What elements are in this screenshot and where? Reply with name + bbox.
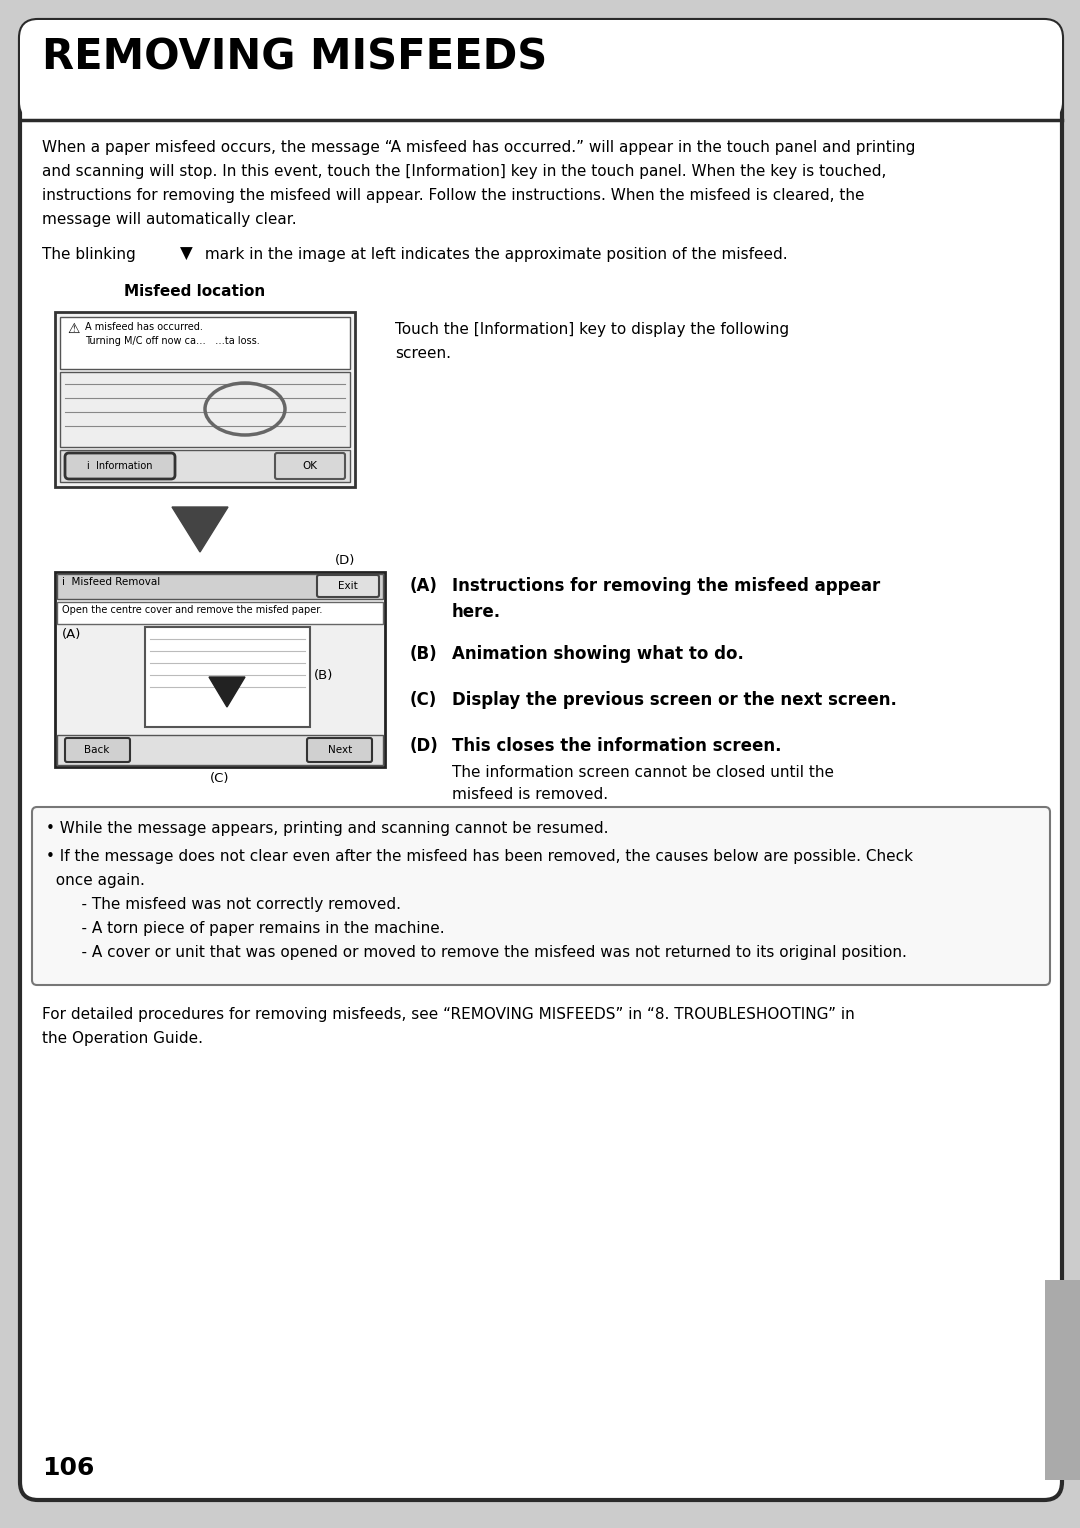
Text: here.: here. — [453, 604, 501, 620]
Text: (C): (C) — [410, 691, 437, 709]
FancyBboxPatch shape — [60, 451, 350, 481]
FancyBboxPatch shape — [275, 452, 345, 478]
Text: i  Misfeed Removal: i Misfeed Removal — [62, 578, 160, 587]
Text: screen.: screen. — [395, 345, 451, 361]
Polygon shape — [172, 507, 228, 552]
Text: Instructions for removing the misfeed appear: Instructions for removing the misfeed ap… — [453, 578, 880, 594]
FancyBboxPatch shape — [21, 20, 1062, 1500]
Text: When a paper misfeed occurs, the message “A misfeed has occurred.” will appear i: When a paper misfeed occurs, the message… — [42, 141, 916, 154]
Text: Open the centre cover and remove the misfed paper.: Open the centre cover and remove the mis… — [62, 605, 322, 614]
Text: • While the message appears, printing and scanning cannot be resumed.: • While the message appears, printing an… — [46, 821, 608, 836]
Text: Exit: Exit — [338, 581, 357, 591]
Text: REMOVING MISFEEDS: REMOVING MISFEEDS — [42, 37, 548, 78]
FancyBboxPatch shape — [145, 626, 310, 727]
Text: (D): (D) — [410, 736, 438, 755]
Text: once again.: once again. — [46, 872, 145, 888]
FancyBboxPatch shape — [65, 738, 130, 762]
FancyBboxPatch shape — [60, 316, 350, 368]
Text: instructions for removing the misfeed will appear. Follow the instructions. When: instructions for removing the misfeed wi… — [42, 188, 864, 203]
FancyBboxPatch shape — [318, 575, 379, 597]
Text: For detailed procedures for removing misfeeds, see “REMOVING MISFEEDS” in “8. TR: For detailed procedures for removing mis… — [42, 1007, 854, 1022]
Text: - The misfeed was not correctly removed.: - The misfeed was not correctly removed. — [62, 897, 401, 912]
Text: Misfeed location: Misfeed location — [124, 284, 266, 299]
Text: A misfeed has occurred.: A misfeed has occurred. — [85, 322, 203, 332]
Text: the Operation Guide.: the Operation Guide. — [42, 1031, 203, 1047]
Text: ▼: ▼ — [180, 244, 192, 263]
Text: Animation showing what to do.: Animation showing what to do. — [453, 645, 744, 663]
Text: Display the previous screen or the next screen.: Display the previous screen or the next … — [453, 691, 896, 709]
FancyBboxPatch shape — [57, 602, 383, 623]
Text: message will automatically clear.: message will automatically clear. — [42, 212, 297, 228]
Text: - A cover or unit that was opened or moved to remove the misfeed was not returne: - A cover or unit that was opened or mov… — [62, 944, 907, 960]
Text: (B): (B) — [314, 669, 334, 681]
FancyBboxPatch shape — [1045, 1280, 1080, 1481]
Text: (C): (C) — [211, 772, 230, 785]
Text: The information screen cannot be closed until the: The information screen cannot be closed … — [453, 766, 834, 779]
FancyBboxPatch shape — [21, 20, 1062, 121]
FancyBboxPatch shape — [55, 312, 355, 487]
Text: This closes the information screen.: This closes the information screen. — [453, 736, 782, 755]
Text: 106: 106 — [42, 1456, 94, 1481]
Text: Turning M/C off now ca…   …ta loss.: Turning M/C off now ca… …ta loss. — [85, 336, 260, 345]
FancyBboxPatch shape — [60, 371, 350, 448]
Text: The blinking: The blinking — [42, 246, 140, 261]
FancyBboxPatch shape — [57, 735, 383, 766]
Text: i  Information: i Information — [87, 461, 152, 471]
Text: Touch the [Information] key to display the following: Touch the [Information] key to display t… — [395, 322, 789, 338]
Text: - A torn piece of paper remains in the machine.: - A torn piece of paper remains in the m… — [62, 921, 445, 937]
FancyBboxPatch shape — [65, 452, 175, 478]
Text: Back: Back — [84, 746, 110, 755]
Text: Next: Next — [328, 746, 352, 755]
Text: misfeed is removed.: misfeed is removed. — [453, 787, 608, 802]
FancyBboxPatch shape — [32, 807, 1050, 986]
Text: ⚠: ⚠ — [67, 322, 80, 336]
Text: (A): (A) — [410, 578, 437, 594]
Text: OK: OK — [302, 461, 318, 471]
Text: • If the message does not clear even after the misfeed has been removed, the cau: • If the message does not clear even aft… — [46, 850, 913, 863]
Text: mark in the image at left indicates the approximate position of the misfeed.: mark in the image at left indicates the … — [200, 246, 787, 261]
Text: (B): (B) — [410, 645, 437, 663]
FancyBboxPatch shape — [57, 575, 383, 599]
FancyBboxPatch shape — [55, 571, 384, 767]
FancyBboxPatch shape — [307, 738, 372, 762]
Text: (D): (D) — [335, 555, 355, 567]
Text: and scanning will stop. In this event, touch the [Information] key in the touch : and scanning will stop. In this event, t… — [42, 163, 887, 179]
Polygon shape — [210, 677, 245, 707]
Text: (A): (A) — [62, 628, 81, 642]
